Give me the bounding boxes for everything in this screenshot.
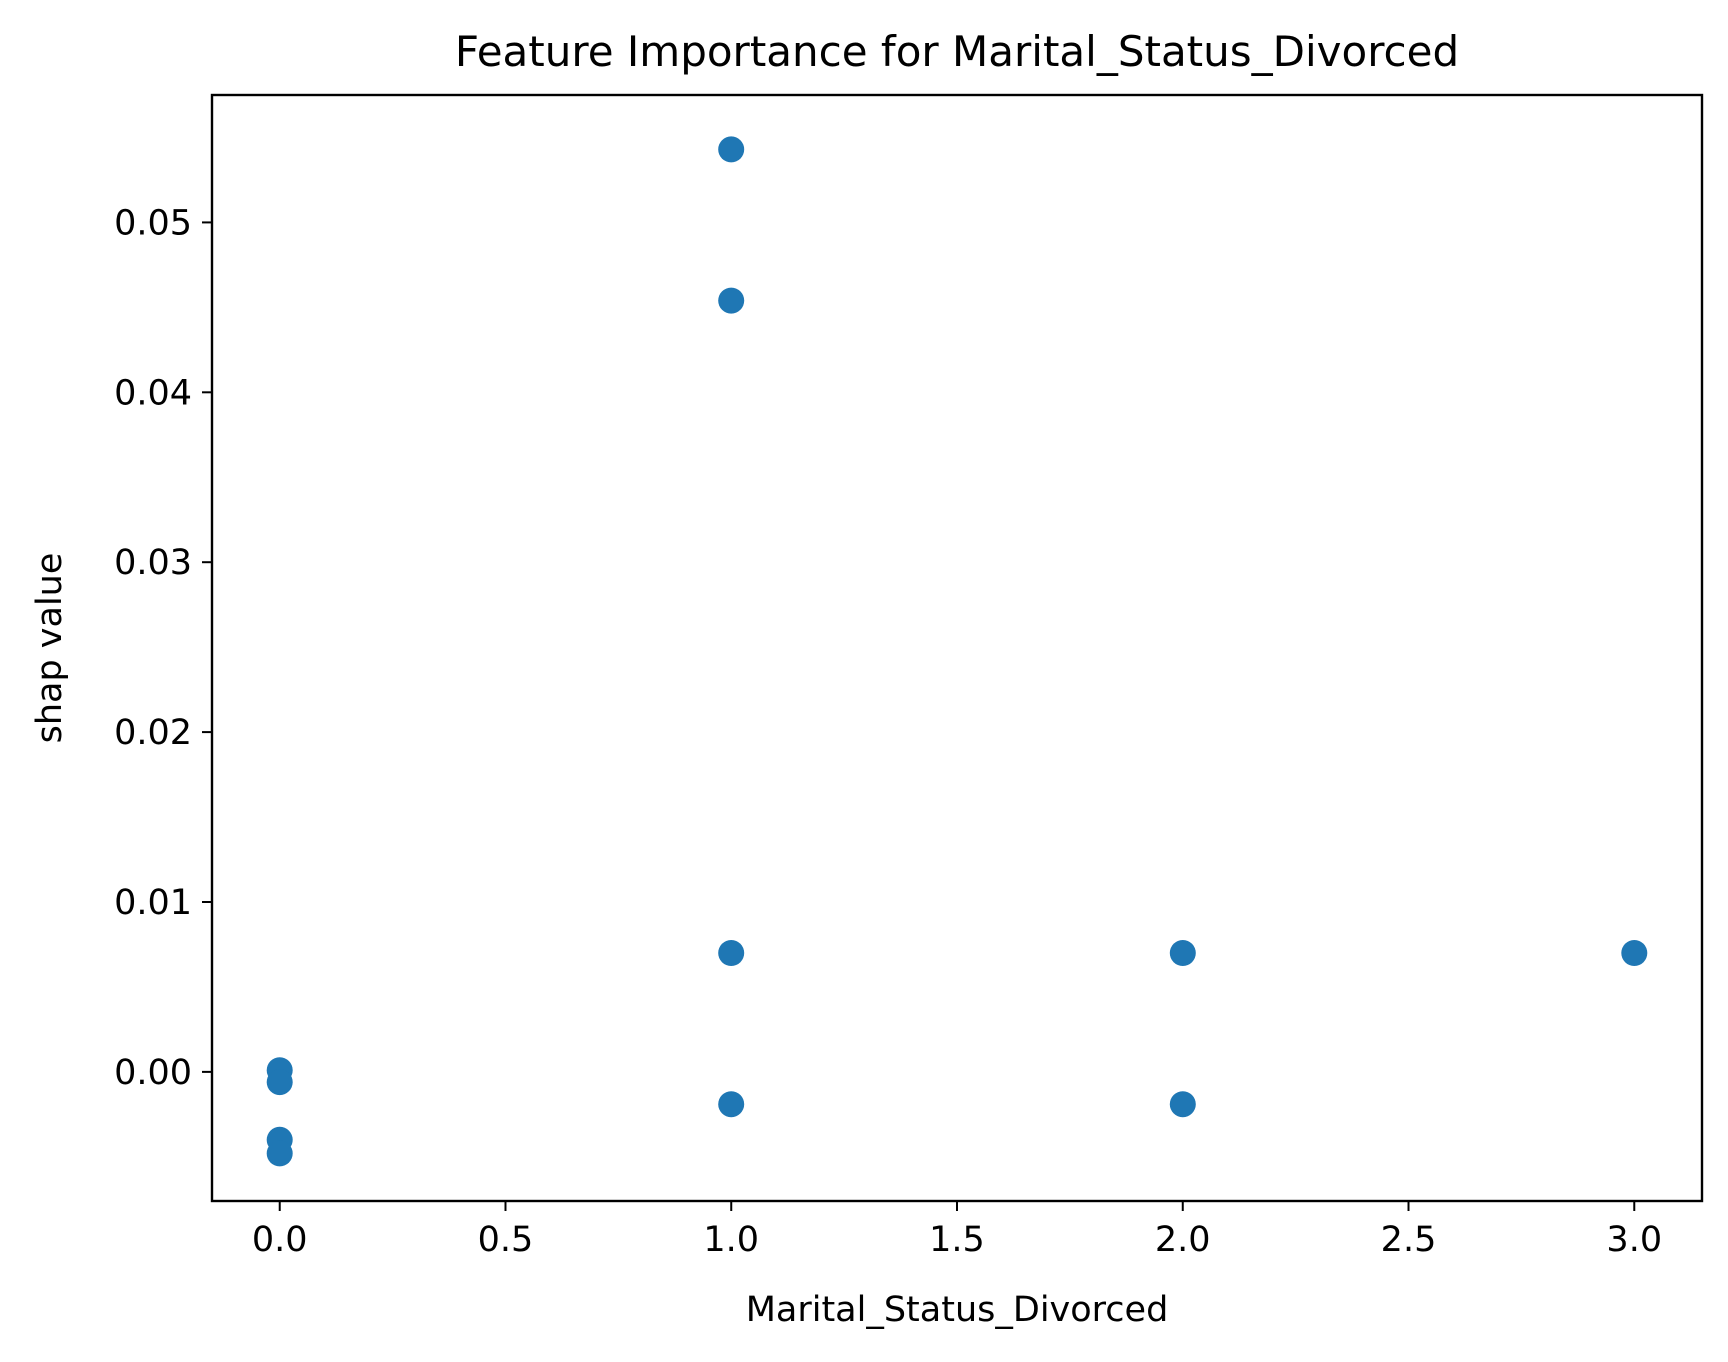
y-axis-ticks: 0.00 0.01 0.02 0.03 0.04 0.05 xyxy=(114,203,212,1093)
y-tick-label: 0.05 xyxy=(114,203,192,243)
x-tick-label: 0.0 xyxy=(252,1220,308,1260)
x-tick-label: 1.0 xyxy=(703,1220,759,1260)
data-point xyxy=(1169,1091,1196,1118)
plot-frame xyxy=(210,93,1704,1203)
data-point xyxy=(1621,940,1648,966)
x-tick-label: 3.0 xyxy=(1606,1220,1662,1260)
y-tick-label: 0.02 xyxy=(114,713,192,753)
data-point xyxy=(718,940,745,966)
x-axis-label: Marital_Status_Divorced xyxy=(746,1290,1169,1330)
x-tick-label: 2.5 xyxy=(1381,1220,1437,1260)
x-tick-label: 0.5 xyxy=(478,1220,534,1260)
y-tick-label: 0.00 xyxy=(114,1053,192,1093)
y-tick-label: 0.04 xyxy=(114,373,192,413)
data-point xyxy=(1169,940,1196,966)
y-tick-label: 0.01 xyxy=(114,883,192,923)
x-axis-ticks: 0.0 0.5 1.0 1.5 2.0 2.5 3.0 xyxy=(252,1201,1662,1260)
y-axis-label: shap value xyxy=(30,553,70,744)
data-point xyxy=(718,287,745,314)
data-point xyxy=(718,1091,745,1118)
x-tick-label: 2.0 xyxy=(1155,1220,1211,1260)
data-points xyxy=(266,136,1648,1167)
x-tick-label: 1.5 xyxy=(929,1220,985,1260)
data-point xyxy=(718,136,745,163)
y-tick-label: 0.03 xyxy=(114,543,192,583)
chart-title: Feature Importance for Marital_Status_Di… xyxy=(455,27,1459,76)
data-point xyxy=(266,1069,293,1096)
data-point xyxy=(266,1140,293,1167)
